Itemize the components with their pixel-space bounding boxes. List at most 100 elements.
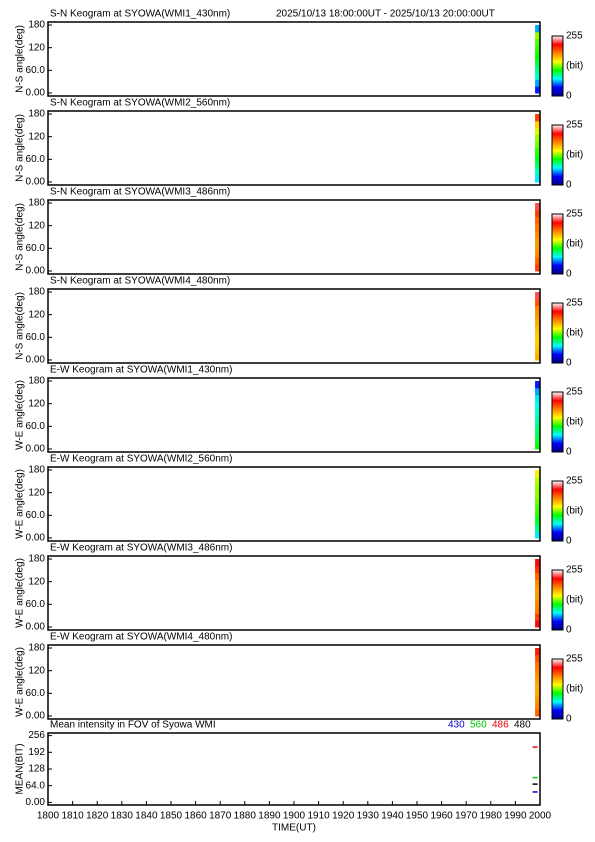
plot-frame	[47, 110, 541, 186]
keogram-cell	[535, 661, 540, 669]
colorbar-tick-label: 255	[566, 31, 583, 42]
x-tick-label: 1820	[86, 811, 109, 822]
keogram-cell	[535, 531, 540, 539]
keogram-cell	[535, 381, 540, 389]
y-tick-label: 0.00	[26, 266, 46, 277]
keogram-cell	[535, 606, 540, 614]
y-tick-label: 120	[28, 309, 45, 320]
keogram-cell	[535, 682, 540, 690]
keogram-cell	[535, 586, 540, 594]
keogram-cell	[535, 559, 540, 567]
keogram-cell	[535, 38, 540, 46]
keogram-cell	[535, 593, 540, 601]
panel-title: S-N Keogram at SYOWA(WMI1_430nm)	[50, 9, 230, 20]
colorbar-tick-label: 255	[566, 476, 583, 487]
panel-title: S-N Keogram at SYOWA(WMI3_486nm)	[50, 187, 230, 198]
colorbar-tick-label: 255	[566, 120, 583, 131]
colorbar-tick-label: 0	[566, 536, 572, 547]
y-tick-label: 128	[28, 764, 45, 775]
x-tick-label: 1890	[258, 811, 281, 822]
y-tick-label: 60.0	[26, 154, 46, 165]
y-tick-label: 120	[28, 487, 45, 498]
keogram-cell	[535, 257, 540, 265]
x-tick-label: 1900	[283, 811, 306, 822]
keogram-cell	[535, 120, 540, 129]
keogram-cell	[535, 339, 540, 347]
x-tick-label: 1960	[430, 811, 453, 822]
y-tick-label: 0.00	[26, 88, 46, 99]
x-tick-label: 2000	[529, 811, 552, 822]
keogram-cell	[535, 209, 540, 218]
keogram-cell	[535, 620, 540, 628]
keogram-cell	[535, 168, 540, 176]
x-tick-label: 1870	[209, 811, 232, 822]
y-tick-label: 192	[28, 747, 45, 758]
keogram-cell	[535, 654, 540, 663]
colorbar-tick-label: 255	[566, 209, 583, 220]
legend-entry: 430	[448, 720, 465, 731]
y-axis-label: N-S angle(deg)	[15, 203, 26, 271]
y-tick-label: 0.00	[26, 444, 46, 455]
legend-entry: 480	[514, 720, 531, 731]
y-tick-label: 60.0	[26, 332, 46, 343]
keogram-cell	[535, 79, 540, 87]
keogram-cell	[535, 86, 540, 94]
keogram-cell	[535, 59, 540, 67]
y-tick-label: 64.0	[26, 780, 46, 791]
y-axis-label: N-S angle(deg)	[15, 114, 26, 182]
y-tick-label: 120	[28, 665, 45, 676]
keogram-cell	[535, 415, 540, 423]
colorbar	[551, 124, 564, 186]
keogram-cell	[535, 572, 540, 580]
x-tick-label: 1840	[135, 811, 158, 822]
keogram-cell	[535, 45, 540, 53]
legend-entry: 486	[492, 720, 509, 731]
y-tick-label: 60.0	[26, 421, 46, 432]
x-tick-label: 1980	[480, 811, 503, 822]
plot-frame	[47, 377, 541, 453]
colorbar-label: (bit)	[566, 595, 583, 606]
y-tick-label: 180	[28, 376, 45, 387]
keogram-cell	[535, 141, 540, 149]
colorbar-label: (bit)	[566, 506, 583, 517]
keogram-cell	[535, 52, 540, 60]
colorbar-tick-label: 0	[566, 91, 572, 102]
colorbar-label: (bit)	[566, 61, 583, 72]
colorbar	[551, 302, 564, 364]
x-tick-label: 1800	[37, 811, 60, 822]
plot-frame	[47, 732, 541, 806]
y-tick-label: 0.00	[26, 711, 46, 722]
x-tick-label: 1880	[234, 811, 257, 822]
keogram-cell	[535, 476, 540, 485]
keogram-cell	[535, 394, 540, 402]
keogram-cell	[535, 203, 540, 211]
keogram-cell	[535, 688, 540, 697]
panel-title: S-N Keogram at SYOWA(WMI2_560nm)	[50, 98, 230, 109]
colorbar-label: (bit)	[566, 328, 583, 339]
y-axis-label: W-E angle(deg)	[15, 558, 26, 628]
keogram-cell	[535, 408, 540, 416]
keogram-cell	[535, 428, 540, 436]
keogram-cell	[535, 25, 540, 33]
keogram-cell	[535, 517, 540, 525]
keogram-cell	[535, 230, 540, 238]
y-axis-label: W-E angle(deg)	[15, 380, 26, 450]
colorbar-label: (bit)	[566, 150, 583, 161]
colorbar-tick-label: 0	[566, 269, 572, 280]
keogram-cell	[535, 709, 540, 717]
y-tick-label: 60.0	[26, 688, 46, 699]
keogram-cell	[535, 134, 540, 142]
keogram-cell	[535, 237, 540, 245]
panel-title: E-W Keogram at SYOWA(WMI3_486nm)	[50, 543, 232, 554]
keogram-cell	[535, 326, 540, 334]
keogram-cell	[535, 435, 540, 443]
keogram-cell	[535, 31, 540, 40]
y-tick-label: 120	[28, 576, 45, 587]
x-tick-label: 1910	[307, 811, 330, 822]
keogram-cell	[535, 250, 540, 258]
keogram-cell	[535, 648, 540, 656]
keogram-cell	[535, 504, 540, 512]
keogram-cell	[535, 305, 540, 313]
keogram-cell	[535, 292, 540, 300]
